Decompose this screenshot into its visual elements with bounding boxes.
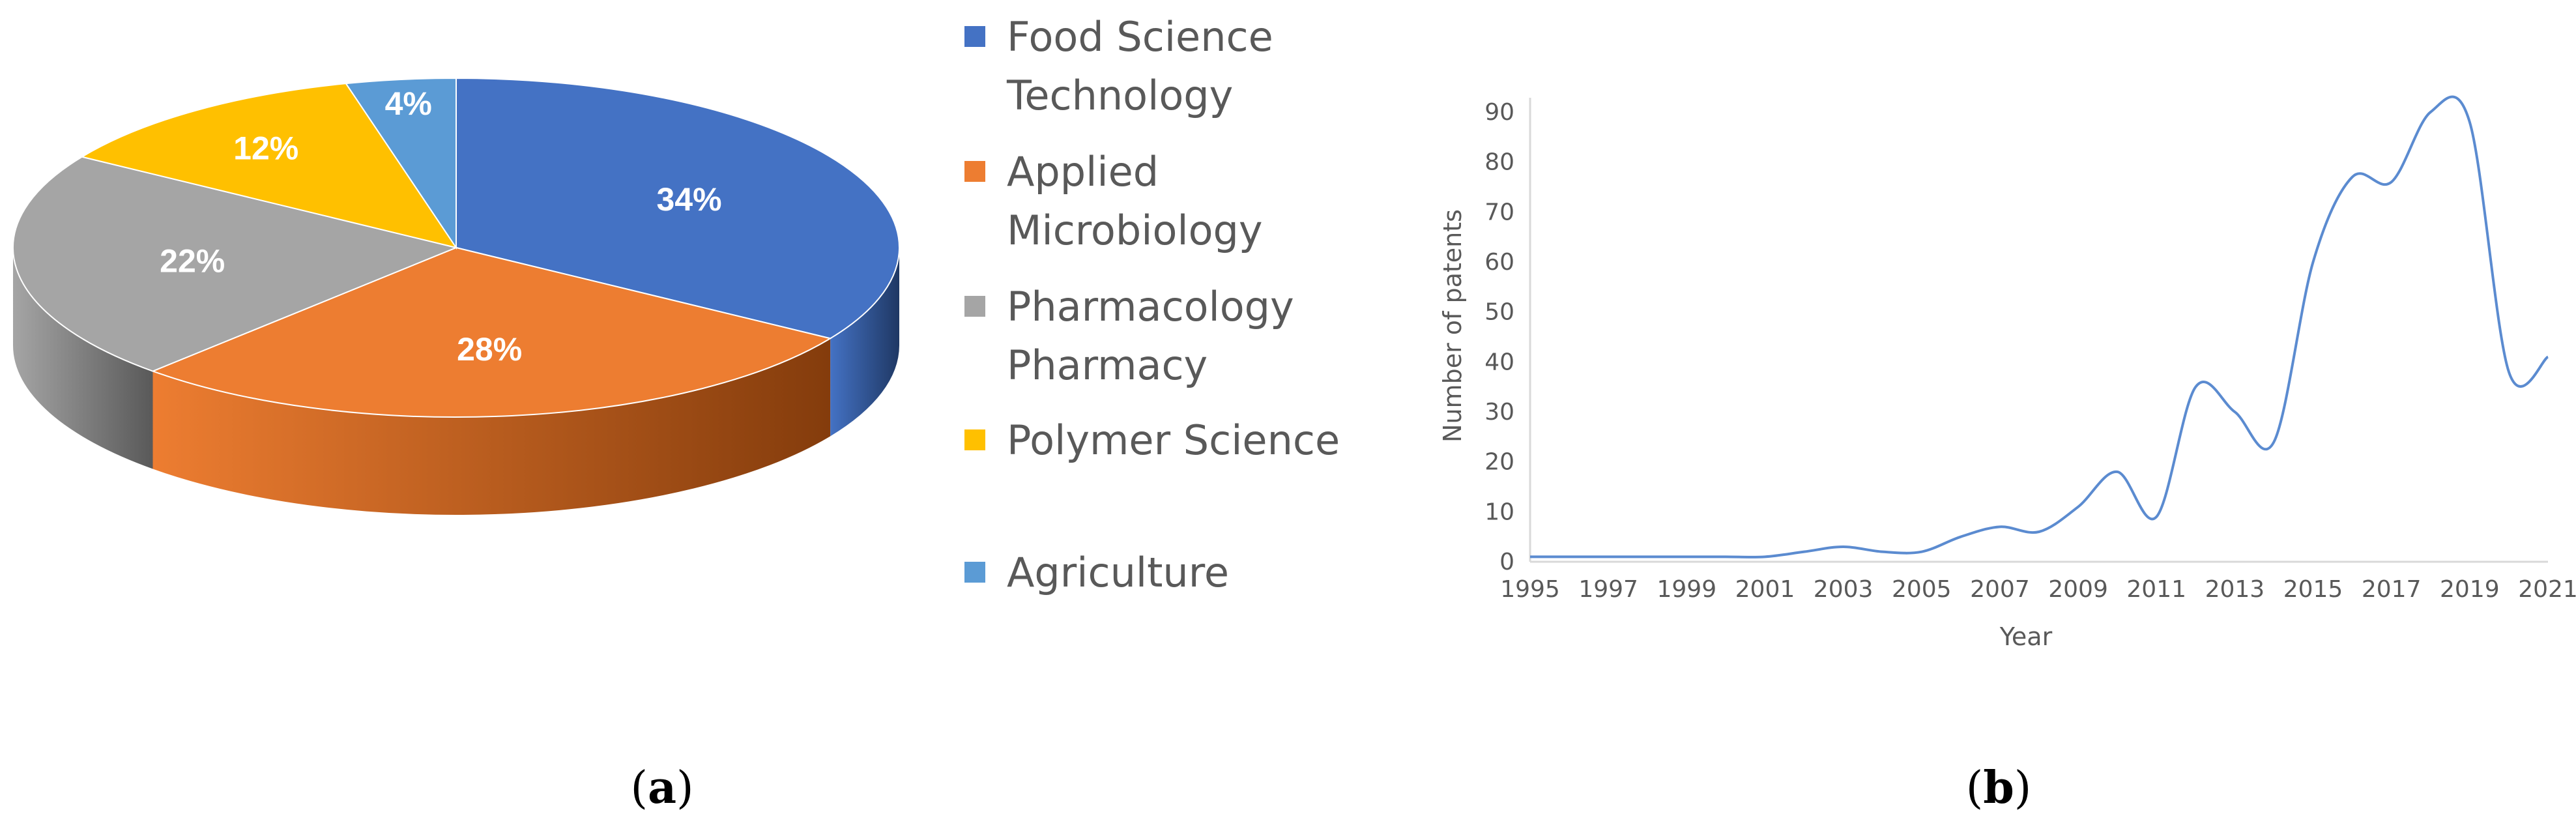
legend-label-3-0: Polymer Science [1007, 416, 1340, 464]
x-tick-13: 2021 [2518, 576, 2576, 603]
x-tick-2: 1999 [1657, 576, 1716, 603]
legend-label-4-0: Agriculture [1007, 549, 1229, 596]
pie-label-0: 34% [656, 181, 721, 218]
x-tick-4: 2003 [1814, 576, 1874, 603]
y-tick-7: 70 [1484, 199, 1514, 225]
x-tick-12: 2019 [2440, 576, 2500, 603]
pie-side-2 [13, 248, 153, 469]
y-tick-0: 0 [1499, 549, 1514, 575]
pie-side-1 [152, 338, 831, 515]
panel-label-b: (b) [1966, 762, 2032, 814]
x-tick-6: 2007 [1970, 576, 2030, 603]
legend-label-2-0: Pharmacology [1007, 283, 1294, 330]
pie-slice-1 [151, 246, 832, 418]
y-tick-9: 90 [1484, 99, 1514, 126]
legend-label-0-1: Technology [1006, 72, 1233, 119]
legend-swatch-2 [964, 296, 985, 317]
pie-label-1: 28% [457, 331, 522, 368]
pie-label-4: 4% [385, 85, 432, 122]
y-tick-2: 20 [1484, 449, 1514, 476]
y-tick-4: 40 [1484, 349, 1514, 375]
x-tick-11: 2017 [2362, 576, 2422, 603]
x-tick-9: 2013 [2205, 576, 2265, 603]
legend-swatch-3 [964, 429, 985, 450]
legend-swatch-1 [964, 161, 985, 182]
legend-label-1-0: Applied [1007, 148, 1159, 196]
pie-legend: Food Science Technology Applied Microbiolog… [964, 13, 1340, 596]
legend-label-0-0: Food Science [1007, 13, 1273, 61]
x-tick-10: 2015 [2283, 576, 2343, 603]
pie-slice-2 [12, 156, 459, 372]
pie-slice-0 [456, 77, 900, 340]
legend-label-1-1: Microbiology [1007, 207, 1263, 254]
pie-label-2: 22% [160, 243, 225, 280]
pie-chart: 34% 28% 22% 12% 4% [12, 77, 900, 515]
x-tick-3: 2001 [1735, 576, 1795, 603]
x-tick-5: 2005 [1892, 576, 1952, 603]
y-axis-title: Number of patents [1438, 209, 1467, 443]
legend-swatch-0 [964, 26, 985, 47]
x-tick-7: 2009 [2048, 576, 2108, 603]
y-tick-8: 80 [1484, 149, 1514, 176]
x-tick-0: 1995 [1500, 576, 1560, 603]
y-tick-1: 10 [1484, 499, 1514, 525]
pie-label-3: 12% [233, 130, 298, 166]
patents-series-line [1530, 95, 2549, 559]
y-tick-5: 50 [1484, 299, 1514, 326]
legend-label-2-1: Pharmacy [1007, 341, 1208, 389]
x-tick-1: 1997 [1578, 576, 1638, 603]
y-tick-6: 60 [1484, 249, 1514, 276]
legend-swatch-4 [964, 562, 985, 583]
pie-slice-4 [345, 77, 457, 250]
x-tick-8: 2011 [2126, 576, 2186, 603]
pie-slice-3 [80, 83, 458, 249]
y-tick-3: 30 [1484, 399, 1514, 426]
panel-label-a: (a) [630, 762, 693, 814]
line-chart: 0 10 20 30 40 50 60 70 80 90 1995 1997 1999 2001 2003… [1438, 95, 2576, 651]
x-axis-title: Year [1999, 622, 2053, 651]
